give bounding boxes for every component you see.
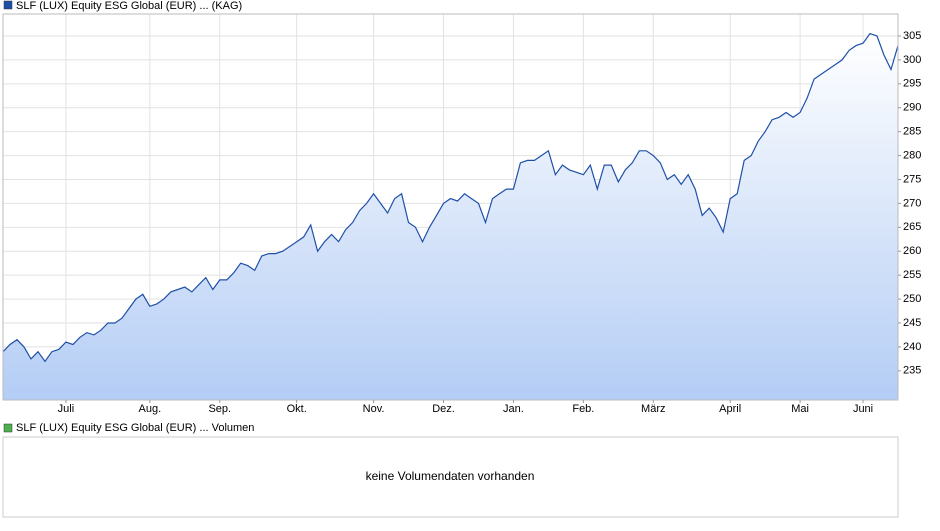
- plot-border: [2, 13, 899, 401]
- x-tick-label: Juni: [853, 403, 873, 415]
- x-tick-label: Nov.: [363, 403, 385, 415]
- area: [3, 33, 898, 400]
- y-tick-label: 300: [903, 54, 921, 66]
- marks: [2, 32, 899, 400]
- y-tick-label: 305: [903, 30, 921, 42]
- x-tick-label: Okt.: [287, 403, 307, 415]
- price-line: [2, 32, 899, 363]
- y-tick-label: 260: [903, 245, 921, 257]
- y-tick-label: 280: [903, 149, 921, 161]
- y-tick-label: 285: [903, 126, 921, 138]
- y-tick-label: 275: [903, 173, 921, 185]
- y-tick-label: 270: [903, 197, 921, 209]
- x-tick-label: Sep.: [208, 403, 231, 415]
- y-tick-label: 295: [903, 78, 921, 90]
- x-tick-label: Mai: [791, 403, 809, 415]
- x-tick-label: Jan.: [503, 403, 524, 415]
- volume-legend-swatch: [3, 423, 13, 433]
- volume-note: keine Volumendaten vorhanden: [366, 469, 535, 483]
- y-tick-label: 245: [903, 317, 921, 329]
- volume-legend-label: SLF (LUX) Equity ESG Global (EUR) ... Vo…: [16, 422, 254, 434]
- x-tick-label: Juli: [58, 403, 75, 415]
- y-tick-label: 290: [903, 102, 921, 114]
- x-tick-label: März: [641, 403, 665, 415]
- volume-panel: [2, 436, 899, 518]
- y-tick-label: 265: [903, 221, 921, 233]
- legend-label: SLF (LUX) Equity ESG Global (EUR) ... (K…: [16, 0, 242, 12]
- x-tick-label: Feb.: [572, 403, 594, 415]
- y-tick-label: 240: [903, 341, 921, 353]
- y-tick-label: 250: [903, 293, 921, 305]
- x-tick-label: Dez.: [432, 403, 455, 415]
- x-tick-label: Aug.: [139, 403, 162, 415]
- y-tick-label: 255: [903, 269, 921, 281]
- x-tick-label: April: [719, 403, 741, 415]
- legend-swatch: [3, 0, 13, 10]
- y-tick-label: 235: [903, 365, 921, 377]
